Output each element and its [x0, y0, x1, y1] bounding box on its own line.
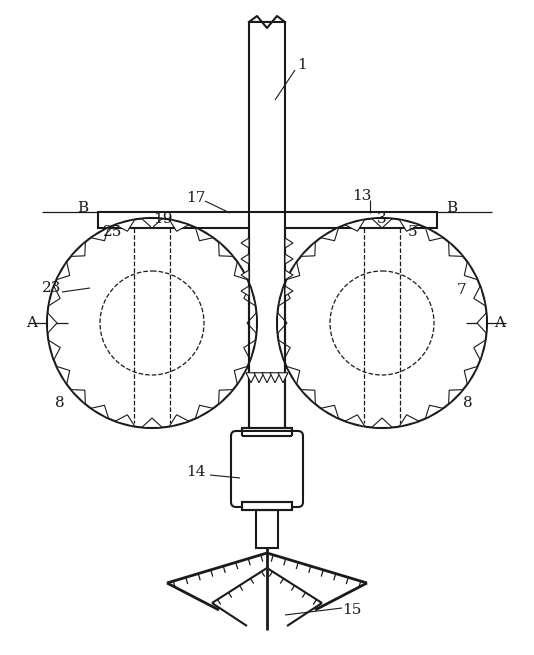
FancyBboxPatch shape — [231, 431, 303, 507]
Text: 8: 8 — [463, 396, 473, 410]
Text: 17: 17 — [186, 191, 206, 205]
Polygon shape — [169, 219, 189, 231]
Polygon shape — [169, 415, 189, 426]
Polygon shape — [278, 340, 290, 360]
Polygon shape — [244, 340, 256, 360]
Polygon shape — [241, 286, 249, 296]
Polygon shape — [234, 262, 248, 280]
Polygon shape — [49, 340, 60, 360]
Polygon shape — [48, 312, 57, 333]
Polygon shape — [91, 405, 108, 419]
Polygon shape — [301, 242, 316, 256]
Polygon shape — [262, 373, 272, 383]
Polygon shape — [195, 227, 213, 241]
Text: 14: 14 — [186, 465, 206, 479]
Polygon shape — [345, 415, 365, 426]
Polygon shape — [218, 242, 233, 256]
Text: B: B — [77, 201, 89, 215]
Text: A: A — [494, 316, 506, 330]
Polygon shape — [426, 227, 443, 241]
Polygon shape — [464, 262, 477, 280]
Circle shape — [47, 218, 257, 428]
Polygon shape — [247, 312, 256, 333]
Polygon shape — [449, 242, 463, 256]
Text: 13: 13 — [352, 189, 372, 203]
Polygon shape — [464, 366, 477, 384]
Polygon shape — [71, 242, 85, 256]
Polygon shape — [91, 227, 108, 241]
Polygon shape — [278, 286, 290, 306]
Text: 23: 23 — [42, 281, 62, 295]
Polygon shape — [285, 270, 293, 280]
Polygon shape — [321, 227, 339, 241]
Polygon shape — [372, 418, 392, 428]
Polygon shape — [218, 390, 233, 404]
Bar — [250, 228, 284, 428]
Polygon shape — [286, 366, 300, 384]
Polygon shape — [477, 312, 486, 333]
Text: 19: 19 — [153, 212, 173, 226]
Polygon shape — [115, 219, 135, 231]
Polygon shape — [285, 238, 293, 248]
Circle shape — [277, 218, 487, 428]
Bar — [98, 212, 249, 228]
Polygon shape — [71, 390, 85, 404]
Polygon shape — [399, 415, 419, 426]
Polygon shape — [234, 366, 248, 384]
Polygon shape — [399, 219, 419, 231]
Polygon shape — [254, 373, 264, 383]
Polygon shape — [49, 286, 60, 306]
Polygon shape — [301, 390, 316, 404]
Polygon shape — [57, 262, 70, 280]
Text: 8: 8 — [55, 396, 65, 410]
Polygon shape — [449, 390, 463, 404]
Polygon shape — [246, 373, 256, 383]
Text: 5: 5 — [408, 225, 418, 239]
Text: B: B — [446, 201, 458, 215]
Text: 15: 15 — [342, 603, 362, 617]
Polygon shape — [244, 286, 256, 306]
Text: 3: 3 — [377, 212, 387, 226]
Polygon shape — [278, 373, 288, 383]
Polygon shape — [57, 366, 70, 384]
Polygon shape — [241, 238, 249, 248]
Polygon shape — [195, 405, 213, 419]
Polygon shape — [115, 415, 135, 426]
Polygon shape — [270, 373, 280, 383]
Bar — [242, 502, 292, 510]
Text: 1: 1 — [297, 58, 307, 72]
Polygon shape — [372, 219, 392, 228]
Polygon shape — [285, 286, 293, 296]
Polygon shape — [474, 340, 485, 360]
Polygon shape — [142, 219, 162, 228]
Text: 7: 7 — [457, 283, 467, 297]
Text: 25: 25 — [103, 225, 123, 239]
Polygon shape — [241, 270, 249, 280]
Polygon shape — [286, 262, 300, 280]
Bar — [256, 510, 278, 548]
Text: A: A — [27, 316, 37, 330]
Polygon shape — [241, 254, 249, 264]
Polygon shape — [426, 405, 443, 419]
Bar — [249, 22, 285, 212]
Polygon shape — [321, 405, 339, 419]
Bar — [285, 212, 437, 228]
Polygon shape — [278, 312, 287, 333]
Polygon shape — [285, 254, 293, 264]
Polygon shape — [345, 219, 365, 231]
Bar — [242, 428, 292, 436]
Polygon shape — [142, 418, 162, 428]
Polygon shape — [474, 286, 485, 306]
